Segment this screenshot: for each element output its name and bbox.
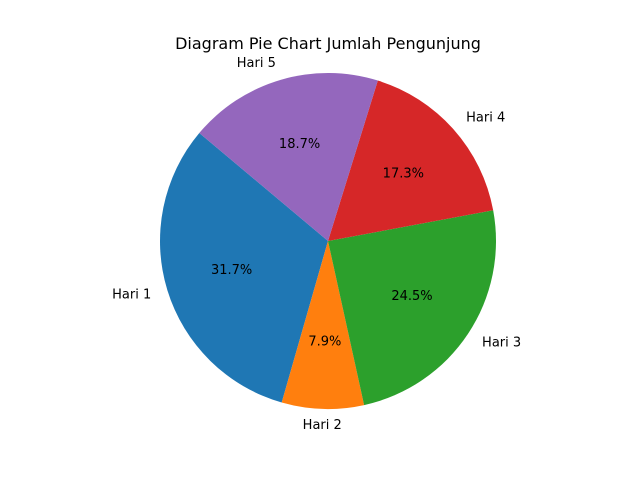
percent-label-5: 18.7% [279, 137, 320, 152]
category-label-1: Hari 1 [112, 288, 151, 303]
category-label-3: Hari 3 [482, 336, 521, 351]
percent-label-2: 7.9% [308, 334, 341, 349]
pie-slice-1 [160, 133, 328, 403]
chart-title: Diagram Pie Chart Jumlah Pengunjung [175, 34, 481, 53]
category-label-2: Hari 2 [303, 418, 342, 433]
pie-slices [160, 73, 496, 410]
pie-slice-3 [328, 210, 496, 406]
pie-labels: 31.7% Hari 1 7.9% Hari 2 24.5% Hari 3 17.3% Har… [112, 56, 521, 433]
pie-slice-5 [199, 73, 378, 241]
pie-slice-4 [328, 80, 494, 241]
percent-label-3: 24.5% [391, 289, 432, 304]
pie-slice-2 [281, 241, 365, 410]
percent-label-4: 17.3% [383, 167, 424, 182]
category-label-5: Hari 5 [237, 56, 276, 71]
percent-label-1: 31.7% [211, 263, 252, 278]
category-label-4: Hari 4 [466, 111, 505, 126]
